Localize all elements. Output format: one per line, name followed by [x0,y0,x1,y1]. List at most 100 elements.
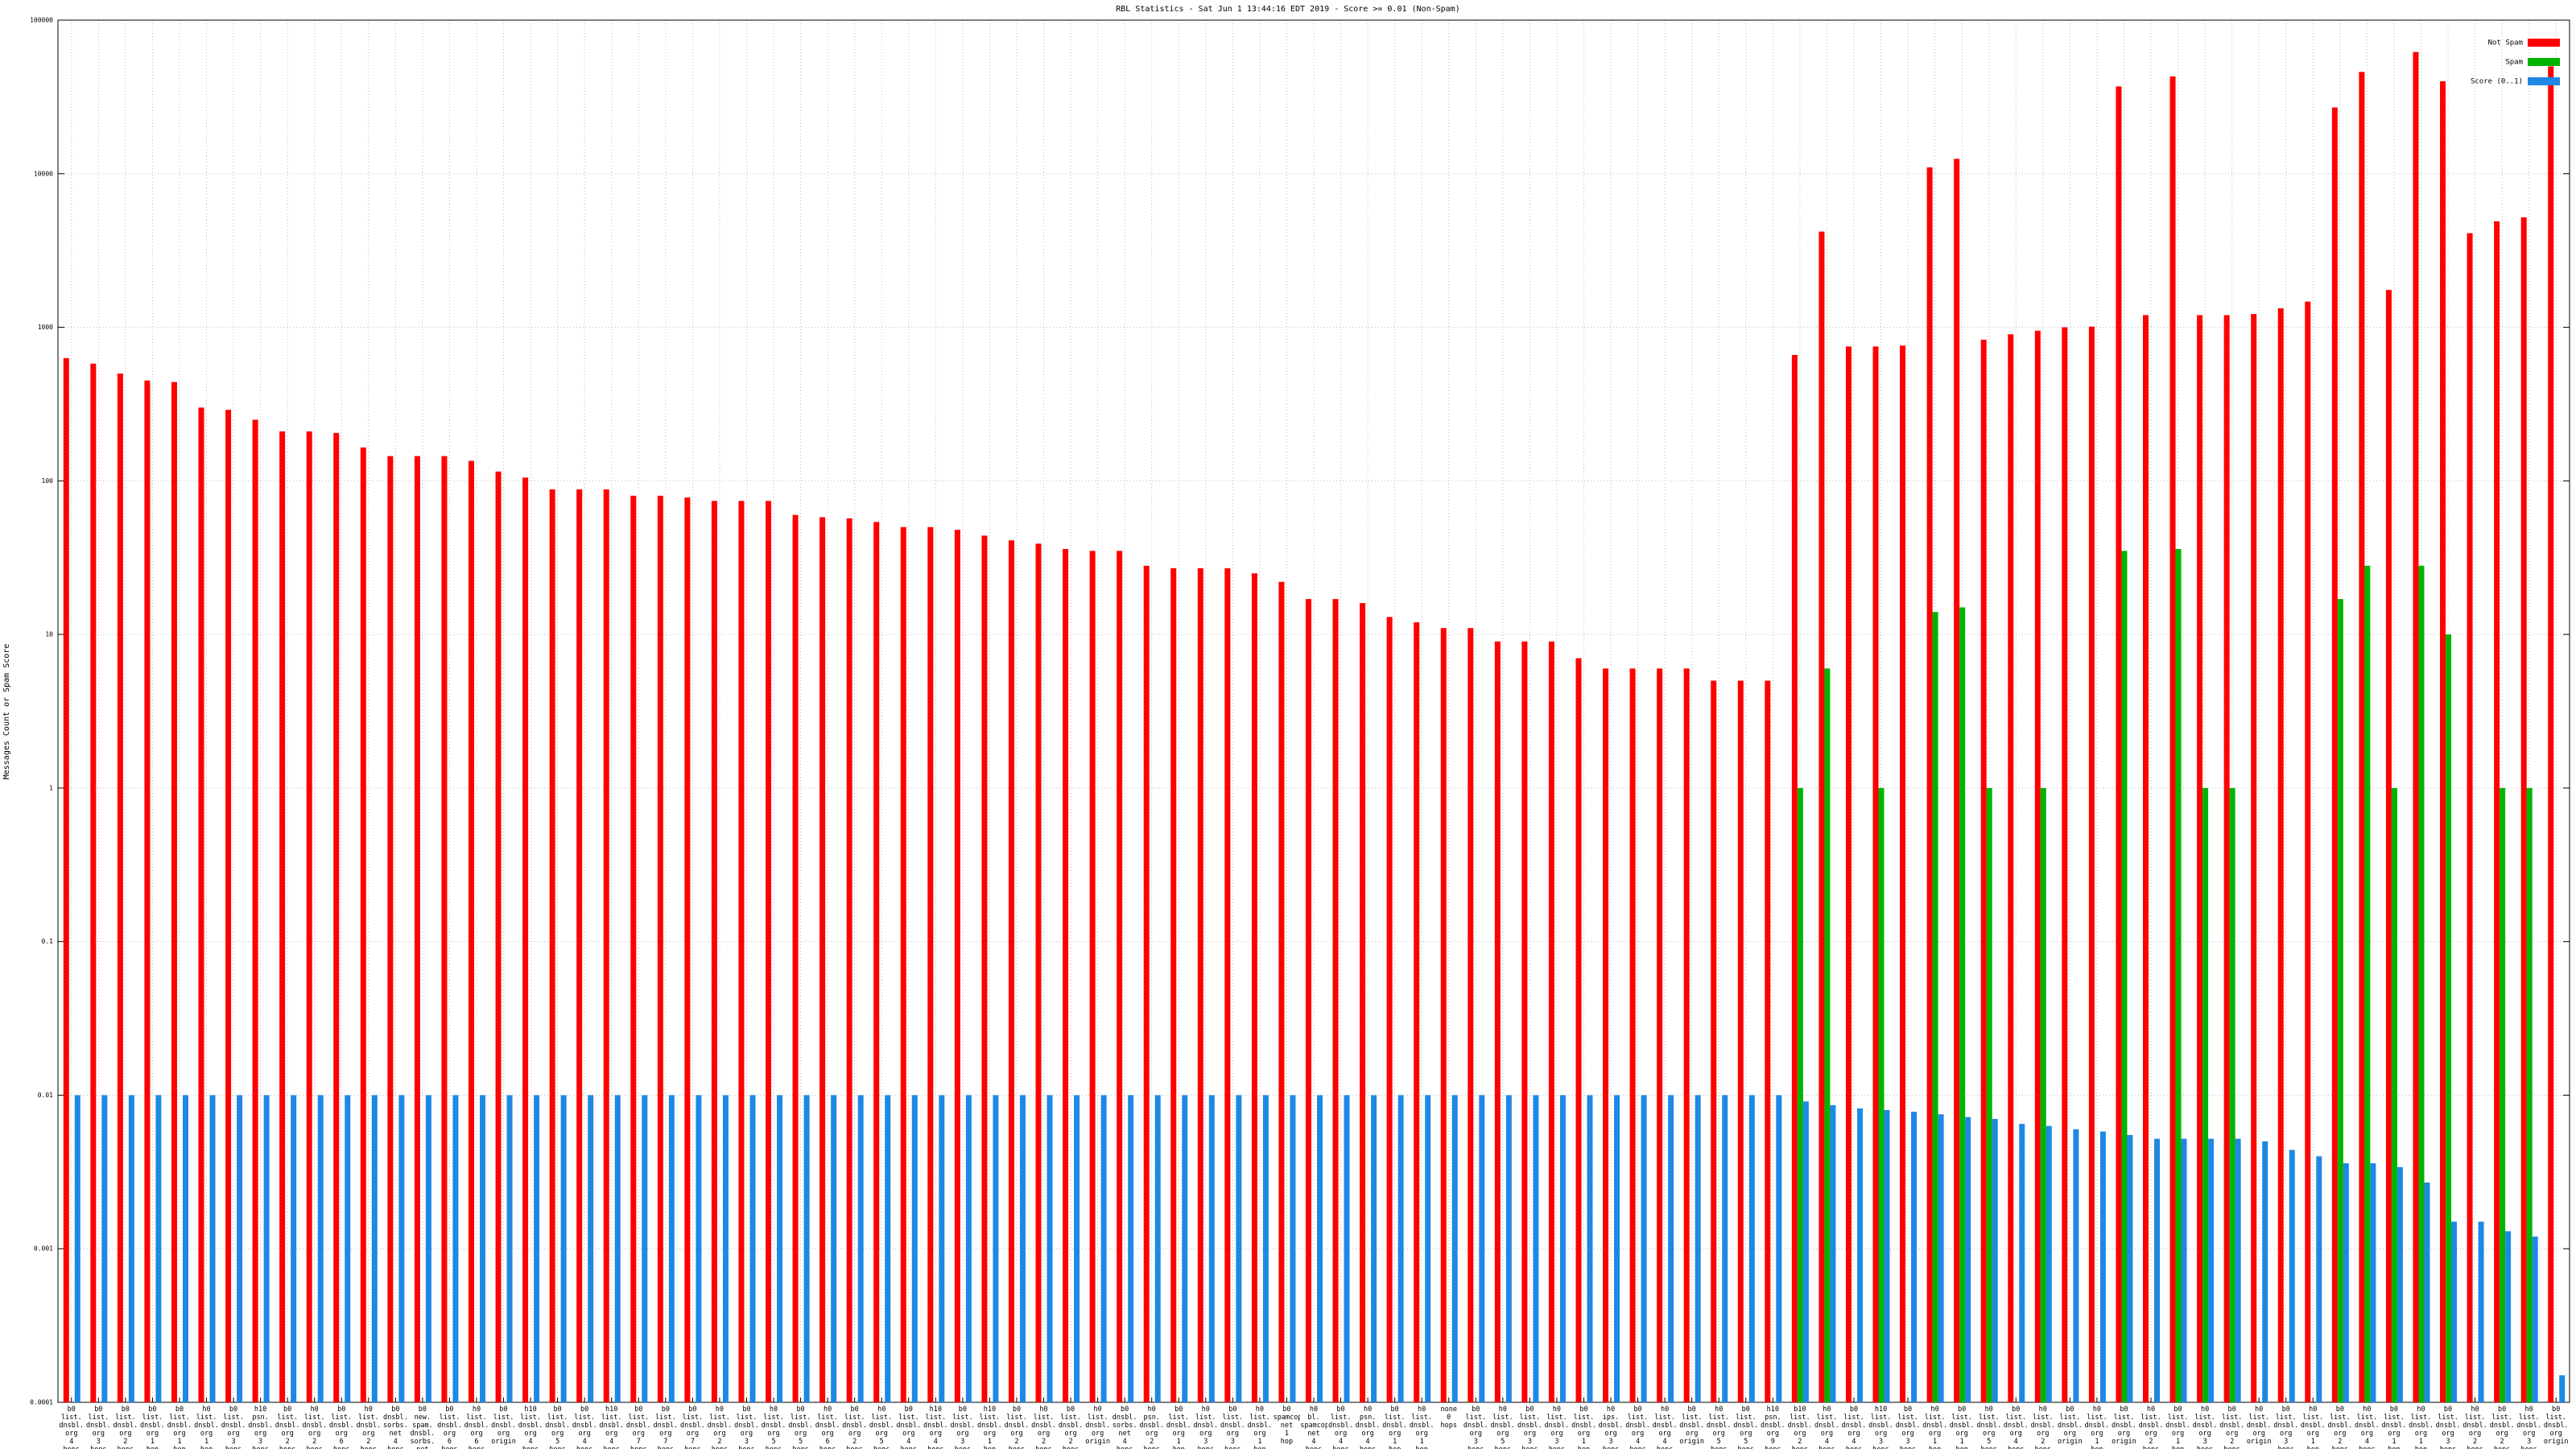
x-tick-label: b0 list. dnsbl. org 4 hops [1625,1406,1650,1449]
bar [1748,1095,1755,1402]
x-tick-label: h0 list. dnsbl. org 5 hops [1976,1406,2002,1449]
bar [1797,787,1803,1402]
x-tick-label: h0 list. dnsbl. org 3 hops [1544,1406,1570,1449]
x-tick-label: b0 list. dnsbl. org 3 hops [221,1406,246,1449]
bar [1959,607,1966,1402]
x-tick-label: h0 list. dnsbl. org 5 hops [1490,1406,1516,1449]
chart-title: RBL Statistics - Sat Jun 1 13:44:16 EDT … [1116,5,1459,14]
bar [1722,1095,1728,1402]
bar [398,1095,405,1402]
bar [1872,346,1879,1402]
bar [1074,1095,1080,1402]
y-tick-label: 1000 [38,324,53,331]
bar [2413,52,2419,1402]
bar [2208,1138,2215,1402]
x-tick-label: b0 list. dnsbl. org 3 hops [1517,1406,1542,1449]
bar [1128,1095,1134,1402]
x-tick-label: h0 list. dnsbl. org 4 hops [1652,1406,1678,1449]
bar [2143,315,2149,1403]
x-tick-label: b0 list. dnsbl. org origin [2112,1406,2136,1446]
x-tick-label: h0 list. dnsbl. org 1 hop [1247,1406,1273,1449]
bar [722,1095,729,1402]
bar [2073,1129,2079,1402]
bar [2099,1131,2106,1402]
legend-swatch [2528,39,2560,47]
bar [1224,568,1231,1403]
x-tick-label: b0 list. dnsbl. org 3 hops [1463,1406,1488,1449]
bar [1170,568,1177,1403]
x-tick-label: h0 list. dnsbl. org 3 hops [1193,1406,1219,1449]
y-tick-label: 100000 [30,17,53,24]
x-tick-label: b0 new. spam. dnsbl. sorbs. net 4 hops [410,1406,436,1449]
x-tick-label: h0 list. dnsbl. org origin [2246,1406,2272,1446]
x-tick-label: none 0 hops [1440,1406,1457,1430]
bar [2202,787,2209,1402]
x-tick-label: b0 list. dnsbl. org origin [2543,1406,2569,1446]
bar [1548,641,1554,1402]
bar [155,1095,162,1402]
x-tick-label: h0 list. dnsbl. org 4 hops [1814,1406,1839,1449]
bar [2121,551,2128,1403]
bar [2019,1124,2025,1402]
bar [1332,599,1339,1402]
bar [965,1095,972,1402]
legend-swatch [2528,58,2560,66]
x-tick-label: b0 list. dnsbl. org 3 hops [1220,1406,1245,1449]
x-tick-label: b0 list. dnsbl. org 3 hops [85,1406,111,1449]
bar [630,495,637,1403]
bar [1668,1095,1674,1402]
y-tick-label: 0.1 [42,938,54,945]
x-tick-label: h10 list. dnsbl. org 3 hops [1868,1406,1893,1449]
bar [90,363,97,1402]
x-tick-label: h0 list. dnsbl. org 2 hops [2462,1406,2487,1449]
legend-label: Not Spam [2488,39,2523,47]
x-tick-label: h0 list. dnsbl. org 1 hop [1922,1406,1947,1449]
bar [182,1095,188,1402]
bar [873,522,880,1402]
x-tick-label: h0 list. dnsbl. org 1 hop [2409,1406,2434,1449]
bar [2046,1125,2052,1402]
x-tick-label: b0 list. dnsbl. org 6 hops [437,1406,462,1449]
bar [1614,1095,1620,1402]
bar [1063,548,1069,1402]
bar [1479,1095,1485,1402]
bar [1344,1095,1350,1402]
x-tick-label: b0 list. dnsbl. org 4 hops [59,1406,85,1449]
y-axis-label: Messages Count or Spam Score [2,644,11,780]
bar [2197,315,2203,1403]
bar [1986,787,1992,1402]
y-tick-label: 0.001 [34,1245,53,1253]
x-tick-label: h0 psn. dnsbl. org 4 hops [1355,1406,1381,1449]
bar [1397,1095,1404,1402]
x-tick-label: h0 list. dnsbl. org 1 hop [1409,1406,1435,1449]
bar [2532,1236,2538,1402]
bar [684,497,691,1402]
bar [1154,1095,1161,1402]
bar [2396,1166,2403,1402]
x-tick-label: b0 list. dnsbl. org 3 hops [2273,1406,2299,1449]
bar [2127,1134,2133,1402]
x-tick-label: b0 list. dnsbl. org 3 hops [2435,1406,2461,1449]
x-tick-label: h0 list. dnsbl. org 4 hops [2355,1406,2380,1449]
bar [2116,86,2122,1402]
bar [1236,1095,1242,1402]
bar [2418,565,2425,1403]
bar [2034,330,2041,1402]
legend-swatch [2528,77,2560,85]
x-tick-label: b0 list. dnsbl. org 2 hops [2489,1406,2515,1449]
x-tick-label: b0 list. dnsbl. org 4 hops [2003,1406,2029,1449]
bar [2062,327,2068,1402]
bar [576,489,583,1402]
bar [1845,346,1852,1402]
x-tick-label: b0 list. dnsbl. org 1 hop [2381,1406,2407,1449]
bar [1317,1095,1323,1402]
bar [1641,1095,1647,1402]
y-tick-label: 100 [42,477,54,485]
bar [1818,231,1825,1402]
bar [2251,314,2257,1402]
bar [1603,668,1609,1402]
bar [1425,1095,1431,1402]
bar [117,373,123,1403]
bar [2169,76,2176,1403]
